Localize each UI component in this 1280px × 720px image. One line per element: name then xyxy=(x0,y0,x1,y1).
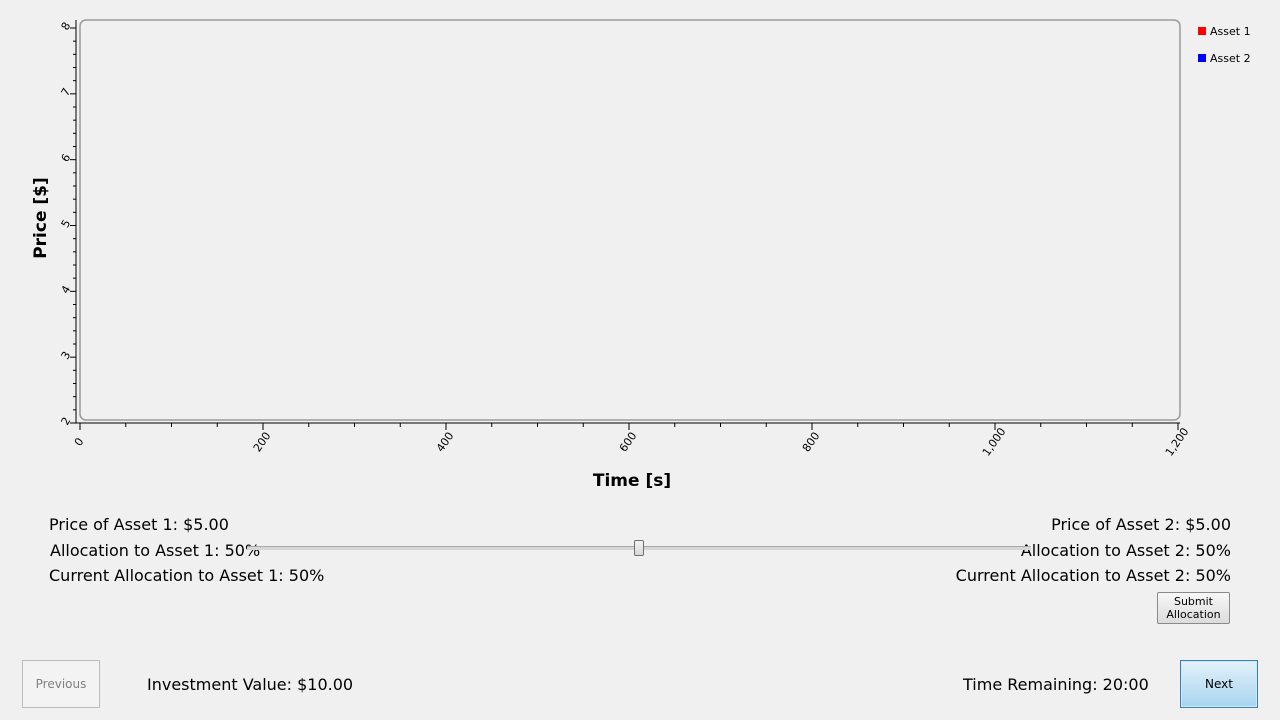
y-tick-label: 2 xyxy=(59,415,74,428)
price-chart: 2 3 4 5 6 7 8 0 200 400 600 800 1,000 1,200 Time [s]… xyxy=(31,19,1251,491)
y-tick-label: 8 xyxy=(59,20,74,33)
investment-value-label: Investment Value: $10.00 xyxy=(147,675,354,694)
x-tick-label: 0 xyxy=(72,435,87,448)
time-remaining-label: Time Remaining: 20:00 xyxy=(963,675,1149,694)
legend: Asset 1 Asset 2 xyxy=(1198,25,1251,65)
x-tick-label: 1,000 xyxy=(980,425,1009,458)
y-tick-label: 7 xyxy=(59,86,74,99)
x-tick-label: 200 xyxy=(251,430,274,455)
submit-allocation-label: Submit Allocation xyxy=(1166,595,1221,621)
legend-swatch-asset2 xyxy=(1198,54,1206,62)
asset1-price-label: Price of Asset 1: $5.00 xyxy=(49,515,229,534)
y-axis-label: Price [$] xyxy=(31,177,51,259)
submit-allocation-button[interactable]: Submit Allocation xyxy=(1157,592,1230,624)
y-tick-label: 6 xyxy=(59,152,74,165)
y-tick-label: 3 xyxy=(59,349,74,362)
previous-button[interactable]: Previous xyxy=(22,660,100,708)
y-tick-label: 4 xyxy=(59,283,74,296)
asset2-current-allocation-label: Current Allocation to Asset 2: 50% xyxy=(955,566,1231,585)
asset1-allocation-label: Allocation to Asset 1: 50% xyxy=(50,541,261,560)
x-tick-label: 600 xyxy=(617,430,640,455)
allocation-slider-handle[interactable] xyxy=(634,540,644,556)
asset2-price-label: Price of Asset 2: $5.00 xyxy=(1051,515,1231,534)
x-tick-label: 1,200 xyxy=(1163,425,1192,458)
next-button[interactable]: Next xyxy=(1180,660,1258,708)
x-tick-label: 800 xyxy=(800,430,823,455)
legend-label-asset2: Asset 2 xyxy=(1210,52,1251,65)
y-tick-label: 5 xyxy=(59,217,74,230)
x-axis-ticks: 0 200 400 600 800 1,000 1,200 xyxy=(72,423,1192,459)
x-axis-label: Time [s] xyxy=(593,471,671,491)
legend-swatch-asset1 xyxy=(1198,27,1206,35)
x-tick-label: 400 xyxy=(434,430,457,455)
asset2-allocation-label: Allocation to Asset 2: 50% xyxy=(1020,541,1231,560)
legend-label-asset1: Asset 1 xyxy=(1210,25,1251,38)
y-axis-ticks: 2 3 4 5 6 7 8 xyxy=(59,20,76,428)
asset1-current-allocation-label: Current Allocation to Asset 1: 50% xyxy=(49,566,325,585)
plot-area xyxy=(79,19,1181,421)
